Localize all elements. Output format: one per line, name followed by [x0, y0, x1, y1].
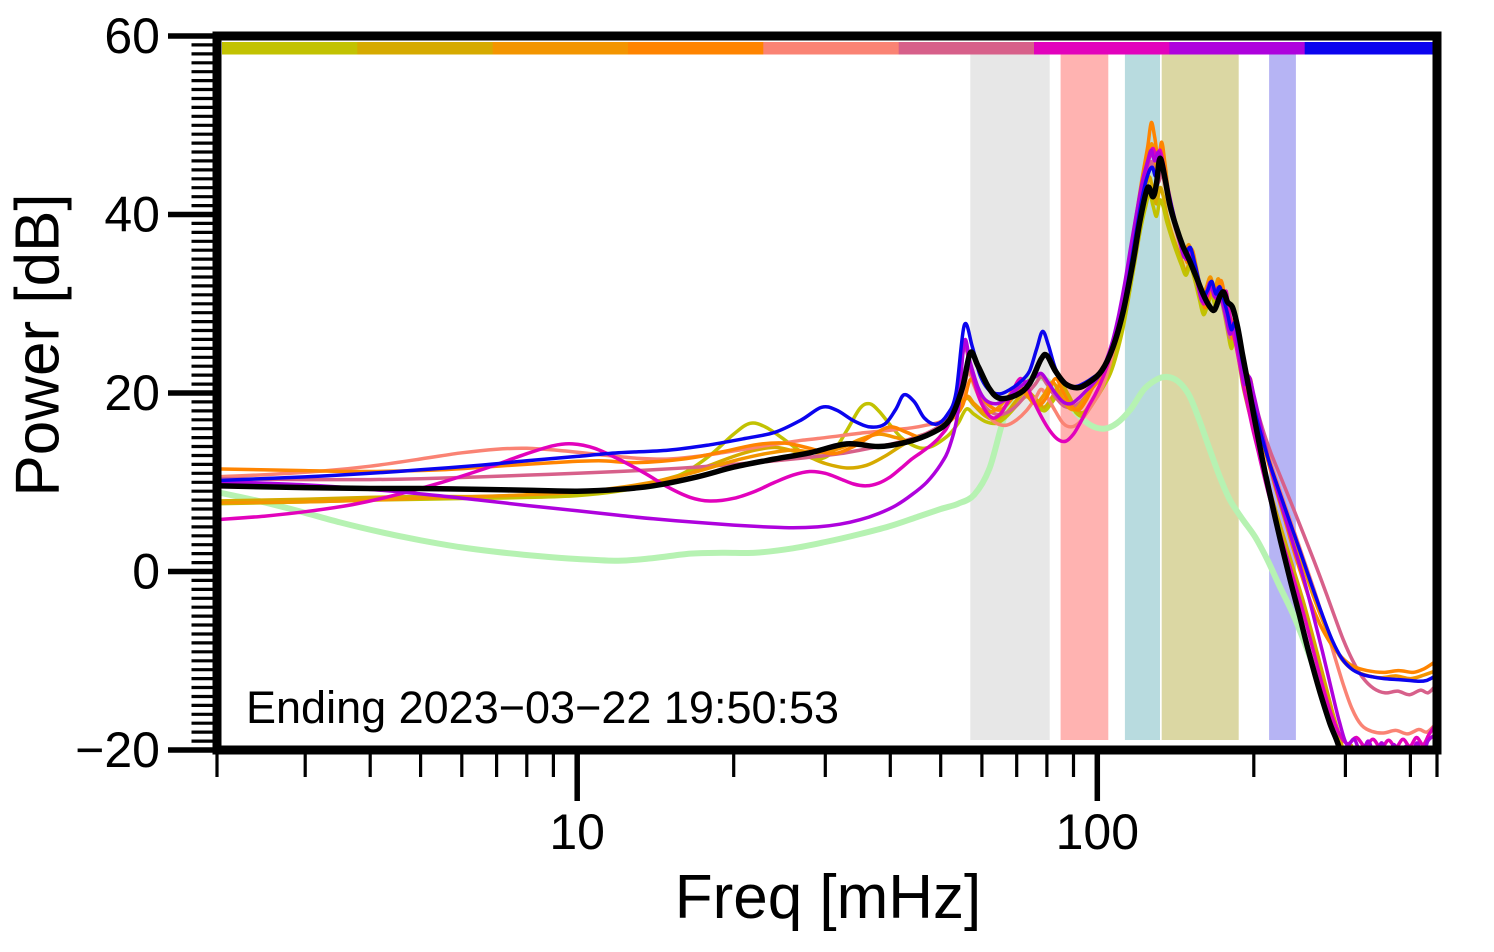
x-tick-label: 100	[1056, 804, 1139, 860]
x-axis-ticks: 10 100	[215, 754, 1439, 860]
colorbar-segment	[357, 42, 494, 55]
band-khaki	[1161, 54, 1239, 740]
plot-frame	[212, 31, 1442, 755]
colorbar-segment	[1034, 42, 1171, 55]
frequency-bands	[970, 54, 1296, 740]
ending-time-annotation: Ending 2023−03−22 19:50:53	[246, 682, 840, 733]
x-tick-label: 10	[549, 804, 605, 860]
colorbar-segment	[763, 42, 900, 55]
colorbar-segment	[628, 42, 765, 55]
y-tick-label: 40	[104, 187, 160, 243]
colorbar-segment	[222, 42, 359, 55]
colorbar-segment	[1169, 42, 1306, 55]
y-tick-label: 0	[132, 544, 160, 600]
spectra-curves	[221, 120, 1433, 746]
y-tick-label: −20	[75, 722, 160, 778]
band-periwinkle	[1269, 54, 1296, 740]
colorbar-segment	[898, 42, 1035, 55]
spectrum-purple	[221, 148, 1433, 746]
y-tick-label: 60	[104, 8, 160, 64]
y-axis-ticks: 60 40 20 0 −20	[75, 8, 213, 778]
x-axis-title: Freq [mHz]	[674, 863, 982, 932]
y-tick-label: 20	[104, 365, 160, 421]
spectrum-salmon	[221, 148, 1433, 736]
time-colorbar	[222, 42, 1441, 55]
spectrum-black	[221, 155, 1342, 746]
y-axis-title: Power [dB]	[3, 193, 73, 497]
colorbar-segment	[1304, 42, 1441, 55]
colorbar-segment	[492, 42, 629, 55]
